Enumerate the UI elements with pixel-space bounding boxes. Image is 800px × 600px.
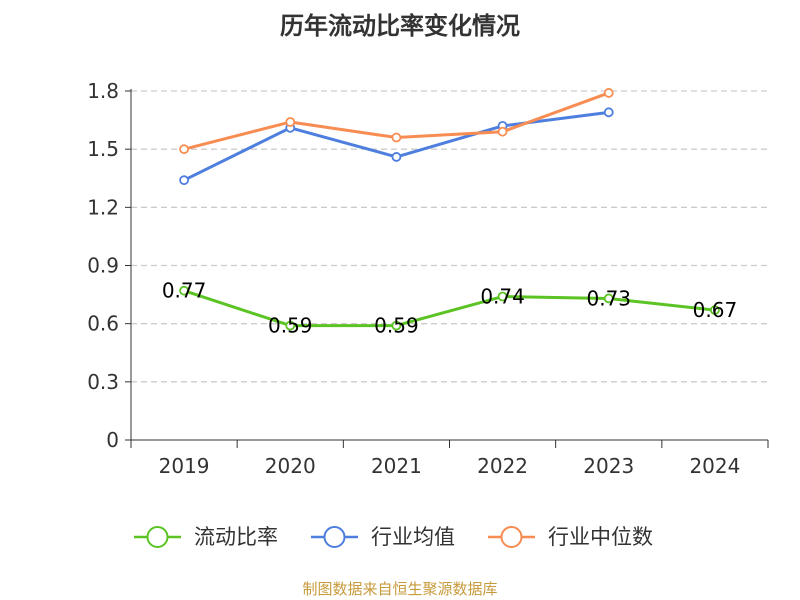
data-point [497, 291, 508, 302]
chart-title: 历年流动比率变化情况 [280, 12, 520, 40]
legend-label-1: 流动比率 [194, 525, 278, 549]
y-tick-label: 0 [106, 428, 119, 452]
axis-layer: 0 0.3 0.6 0.9 1.2 1.5 1.8 2019 2020 2021 2022 2023 2… [87, 79, 769, 478]
x-tick-label: 2019 [159, 454, 210, 478]
data-point [391, 320, 402, 331]
legend-marker-2 [323, 526, 346, 548]
y-tick-label: 1.2 [87, 195, 119, 219]
legend: 流动比率 行业均值 行业中位数 [134, 525, 653, 549]
data-point [179, 175, 189, 186]
data-label: 0.59 [268, 314, 313, 338]
y-tick-label: 1.5 [87, 137, 119, 161]
x-tick-label: 2020 [265, 454, 316, 478]
data-label: 0.67 [693, 298, 738, 322]
y-tick-label: 1.8 [87, 79, 119, 103]
data-point [603, 88, 614, 98]
source-note: 制图数据来自恒生聚源数据库 [302, 580, 498, 598]
legend-marker-1 [146, 526, 169, 548]
x-tick-label: 2021 [371, 454, 422, 478]
x-tick-label: 2023 [583, 454, 634, 478]
legend-label-3: 行业中位数 [548, 525, 653, 549]
data-point [497, 126, 508, 137]
data-point [391, 132, 402, 143]
x-tick-label: 2022 [477, 454, 528, 478]
grid-layer [131, 90, 768, 383]
series-line-1 [183, 289, 716, 328]
data-point [391, 152, 402, 162]
data-point [710, 305, 720, 315]
data-point [179, 285, 189, 296]
y-tick-label: 0.3 [87, 370, 119, 394]
legend-label-2: 行业均值 [371, 525, 455, 549]
y-tick-label: 0.9 [87, 254, 119, 278]
x-tick-label: 2024 [689, 454, 740, 478]
data-label-layer: 0.77 0.59 0.59 0.74 0.73 0.67 [162, 279, 737, 338]
series-layer [179, 88, 720, 331]
y-tick-label: 0.6 [87, 312, 119, 336]
data-point [285, 320, 296, 331]
data-label: 0.74 [480, 285, 525, 309]
data-label: 0.59 [374, 314, 419, 338]
data-label: 0.73 [586, 286, 631, 310]
data-point [179, 144, 189, 155]
data-label: 0.77 [162, 279, 207, 303]
series-line-2 [183, 110, 609, 182]
data-point [603, 293, 614, 304]
data-point [285, 117, 296, 127]
data-point [603, 107, 614, 118]
legend-marker-3 [500, 526, 523, 548]
